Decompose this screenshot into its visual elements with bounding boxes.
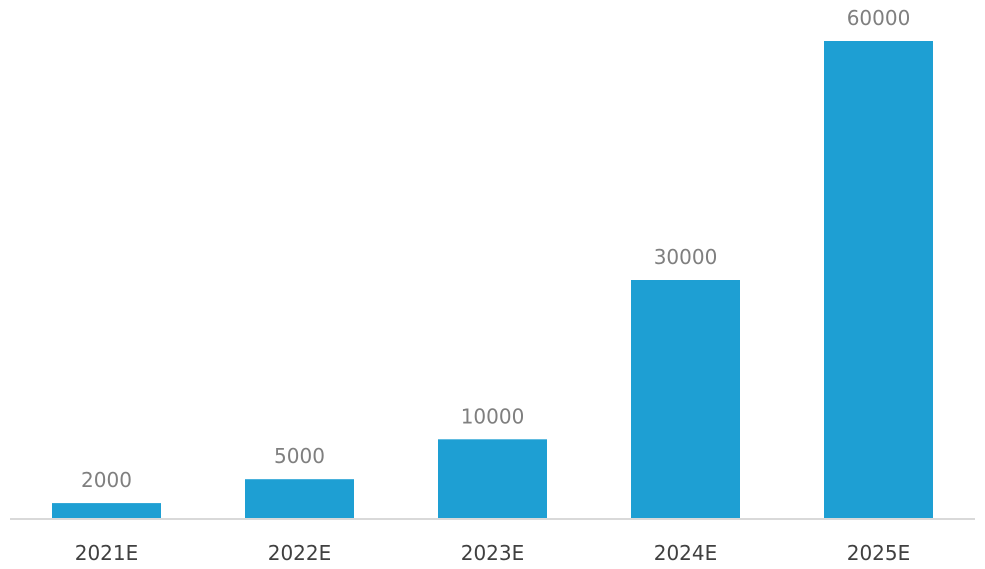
bar-2025E <box>824 41 933 519</box>
x-tick-label-2024E: 2024E <box>654 541 718 565</box>
data-label-2024E: 30000 <box>654 245 718 269</box>
bar-2024E <box>631 280 740 519</box>
x-tick-labels-layer: 2021E 2022E 2023E 2024E 2025E <box>75 541 911 565</box>
data-label-2022E: 5000 <box>274 444 325 468</box>
bars-layer <box>52 41 933 519</box>
bar-2023E <box>438 439 547 519</box>
bar-2021E <box>52 503 161 519</box>
data-label-2025E: 60000 <box>847 6 911 30</box>
x-tick-label-2023E: 2023E <box>461 541 525 565</box>
data-label-2021E: 2000 <box>81 468 132 492</box>
data-labels-layer: 2000 5000 10000 30000 60000 <box>81 6 910 492</box>
x-tick-label-2022E: 2022E <box>268 541 332 565</box>
x-tick-label-2021E: 2021E <box>75 541 139 565</box>
x-tick-label-2025E: 2025E <box>847 541 911 565</box>
bar-2022E <box>245 479 354 519</box>
data-label-2023E: 10000 <box>461 404 525 428</box>
